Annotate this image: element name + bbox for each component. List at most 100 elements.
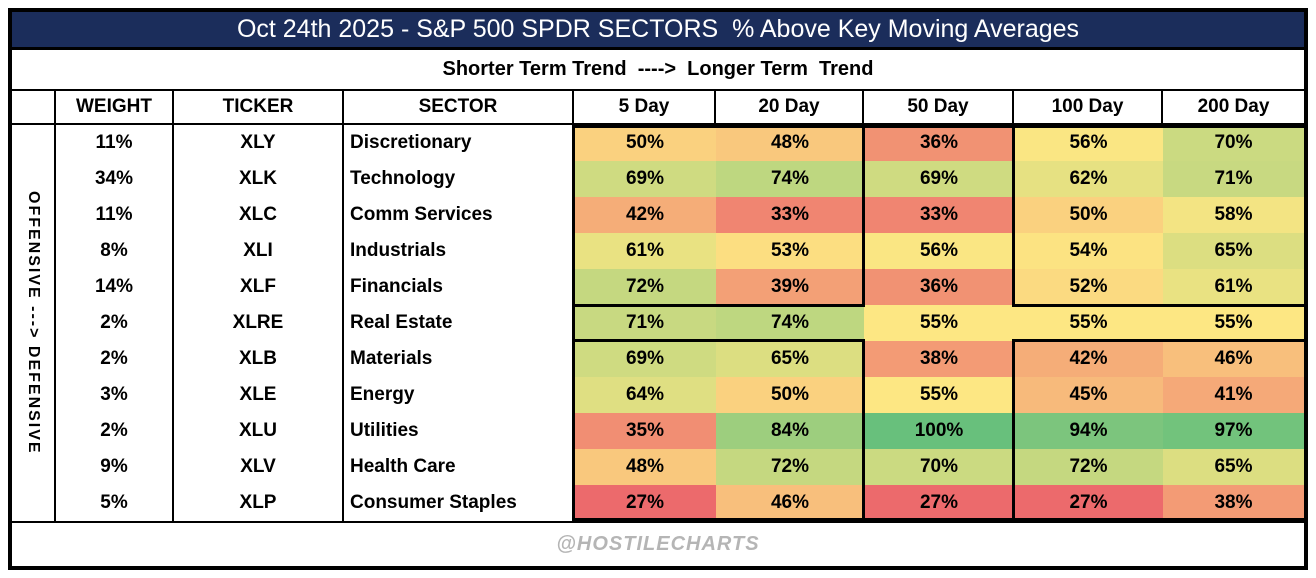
ticker-xlu: XLU [174, 413, 344, 449]
weight-xlre: 2% [56, 305, 174, 341]
cell-xle-50-day: 55% [864, 377, 1014, 413]
weight-xlc: 11% [56, 197, 174, 233]
table-body: OFFENSIVE ---> DEFENSIVE 11% XLY Discretion… [12, 125, 1304, 521]
weight-xlu: 2% [56, 413, 174, 449]
cell-xlu-50-day: 100% [864, 413, 1014, 449]
cell-xly-100-day: 56% [1014, 125, 1163, 161]
weight-xli: 8% [56, 233, 174, 269]
weight-xlk: 34% [56, 161, 174, 197]
ticker-xlv: XLV [174, 449, 344, 485]
cell-xlv-50-day: 70% [864, 449, 1014, 485]
table-frame: Oct 24th 2025 - S&P 500 SPDR SECTORS % A… [8, 8, 1308, 570]
weight-xlf: 14% [56, 269, 174, 305]
ticker-xlf: XLF [174, 269, 344, 305]
cell-xlf-100-day: 52% [1014, 269, 1163, 305]
cell-xlv-20-day: 72% [716, 449, 864, 485]
col-header-empty [12, 91, 56, 123]
sector-xlc: Comm Services [344, 197, 574, 233]
cell-xlk-50-day: 69% [864, 161, 1014, 197]
title-bar: Oct 24th 2025 - S&P 500 SPDR SECTORS % A… [12, 12, 1304, 50]
offensive-defensive-label: OFFENSIVE ---> DEFENSIVE [25, 191, 42, 455]
ticker-xlre: XLRE [174, 305, 344, 341]
ticker-xlb: XLB [174, 341, 344, 377]
cell-xly-20-day: 48% [716, 125, 864, 161]
cell-xlf-50-day: 36% [864, 269, 1014, 305]
cell-xlb-50-day: 38% [864, 341, 1014, 377]
cell-xlu-5-day: 35% [574, 413, 716, 449]
cell-xlre-100-day: 55% [1014, 305, 1163, 341]
cell-xlb-20-day: 65% [716, 341, 864, 377]
cell-xlb-200-day: 46% [1163, 341, 1304, 377]
cell-xlp-200-day: 38% [1163, 485, 1304, 521]
cell-xlre-50-day: 55% [864, 305, 1014, 341]
col-header-200-day: 200 Day [1197, 96, 1270, 117]
cell-xlk-5-day: 69% [574, 161, 716, 197]
cell-xlre-20-day: 74% [716, 305, 864, 341]
cell-xlp-100-day: 27% [1014, 485, 1163, 521]
cell-xlc-50-day: 33% [864, 197, 1014, 233]
cell-xlu-100-day: 94% [1014, 413, 1163, 449]
cell-xlp-50-day: 27% [864, 485, 1014, 521]
ticker-xlk: XLK [174, 161, 344, 197]
cell-xle-100-day: 45% [1014, 377, 1163, 413]
sector-xlu: Utilities [344, 413, 574, 449]
cell-xlv-100-day: 72% [1014, 449, 1163, 485]
cell-xli-20-day: 53% [716, 233, 864, 269]
cell-xlu-20-day: 84% [716, 413, 864, 449]
col-header-weight: WEIGHT [56, 91, 174, 123]
heatmap-grid: OFFENSIVE ---> DEFENSIVE 11% XLY Discretion… [12, 125, 1304, 521]
weight-xly: 11% [56, 125, 174, 161]
cell-xle-200-day: 41% [1163, 377, 1304, 413]
cell-xlf-5-day: 72% [574, 269, 716, 305]
ticker-xlc: XLC [174, 197, 344, 233]
ticker-xli: XLI [174, 233, 344, 269]
ticker-xle: XLE [174, 377, 344, 413]
sector-xly: Discretionary [344, 125, 574, 161]
cell-xlc-100-day: 50% [1014, 197, 1163, 233]
cell-xly-200-day: 70% [1163, 125, 1304, 161]
cell-xly-50-day: 36% [864, 125, 1014, 161]
cell-xlf-20-day: 39% [716, 269, 864, 305]
cell-xlre-5-day: 71% [574, 305, 716, 341]
sector-xlb: Materials [344, 341, 574, 377]
sector-xlf: Financials [344, 269, 574, 305]
cell-xlc-5-day: 42% [574, 197, 716, 233]
sector-xle: Energy [344, 377, 574, 413]
col-header-100-day: 100 Day [1014, 91, 1163, 123]
subtitle-row: Shorter Term Trend ----> Longer Term Tre… [12, 50, 1304, 91]
cell-xly-5-day: 50% [574, 125, 716, 161]
page-title: Oct 24th 2025 - S&P 500 SPDR SECTORS % A… [236, 15, 1080, 43]
cell-xle-20-day: 50% [716, 377, 864, 413]
sector-xlv: Health Care [344, 449, 574, 485]
cell-xlv-5-day: 48% [574, 449, 716, 485]
cell-xlp-20-day: 46% [716, 485, 864, 521]
weight-xlv: 9% [56, 449, 174, 485]
cell-xli-100-day: 54% [1014, 233, 1163, 269]
sector-xlre: Real Estate [344, 305, 574, 341]
cell-xlb-100-day: 42% [1014, 341, 1163, 377]
cell-xlp-5-day: 27% [574, 485, 716, 521]
sector-xlp: Consumer Staples [344, 485, 574, 521]
weight-xlb: 2% [56, 341, 174, 377]
cell-xlk-200-day: 71% [1163, 161, 1304, 197]
cell-xlc-20-day: 33% [716, 197, 864, 233]
col-header-sector: SECTOR [344, 91, 574, 123]
col-header-ticker: TICKER [174, 91, 344, 123]
offensive-defensive-axis: OFFENSIVE ---> DEFENSIVE [12, 125, 56, 521]
watermark-text: @HOSTILECHARTS [556, 533, 760, 555]
footer-row: @HOSTILECHARTS [12, 521, 1304, 566]
ticker-xly: XLY [174, 125, 344, 161]
cell-xli-50-day: 56% [864, 233, 1014, 269]
trend-subtitle: Shorter Term Trend ----> Longer Term Tre… [442, 58, 874, 80]
cell-xlv-200-day: 65% [1163, 449, 1304, 485]
cell-xlb-5-day: 69% [574, 341, 716, 377]
cell-xli-200-day: 65% [1163, 233, 1304, 269]
cell-xlk-20-day: 74% [716, 161, 864, 197]
col-header-20-day: 20 Day [716, 91, 864, 123]
ticker-xlp: XLP [174, 485, 344, 521]
col-header-50-day: 50 Day [864, 91, 1014, 123]
cell-xli-5-day: 61% [574, 233, 716, 269]
cell-xle-5-day: 64% [574, 377, 716, 413]
sector-xlk: Technology [344, 161, 574, 197]
